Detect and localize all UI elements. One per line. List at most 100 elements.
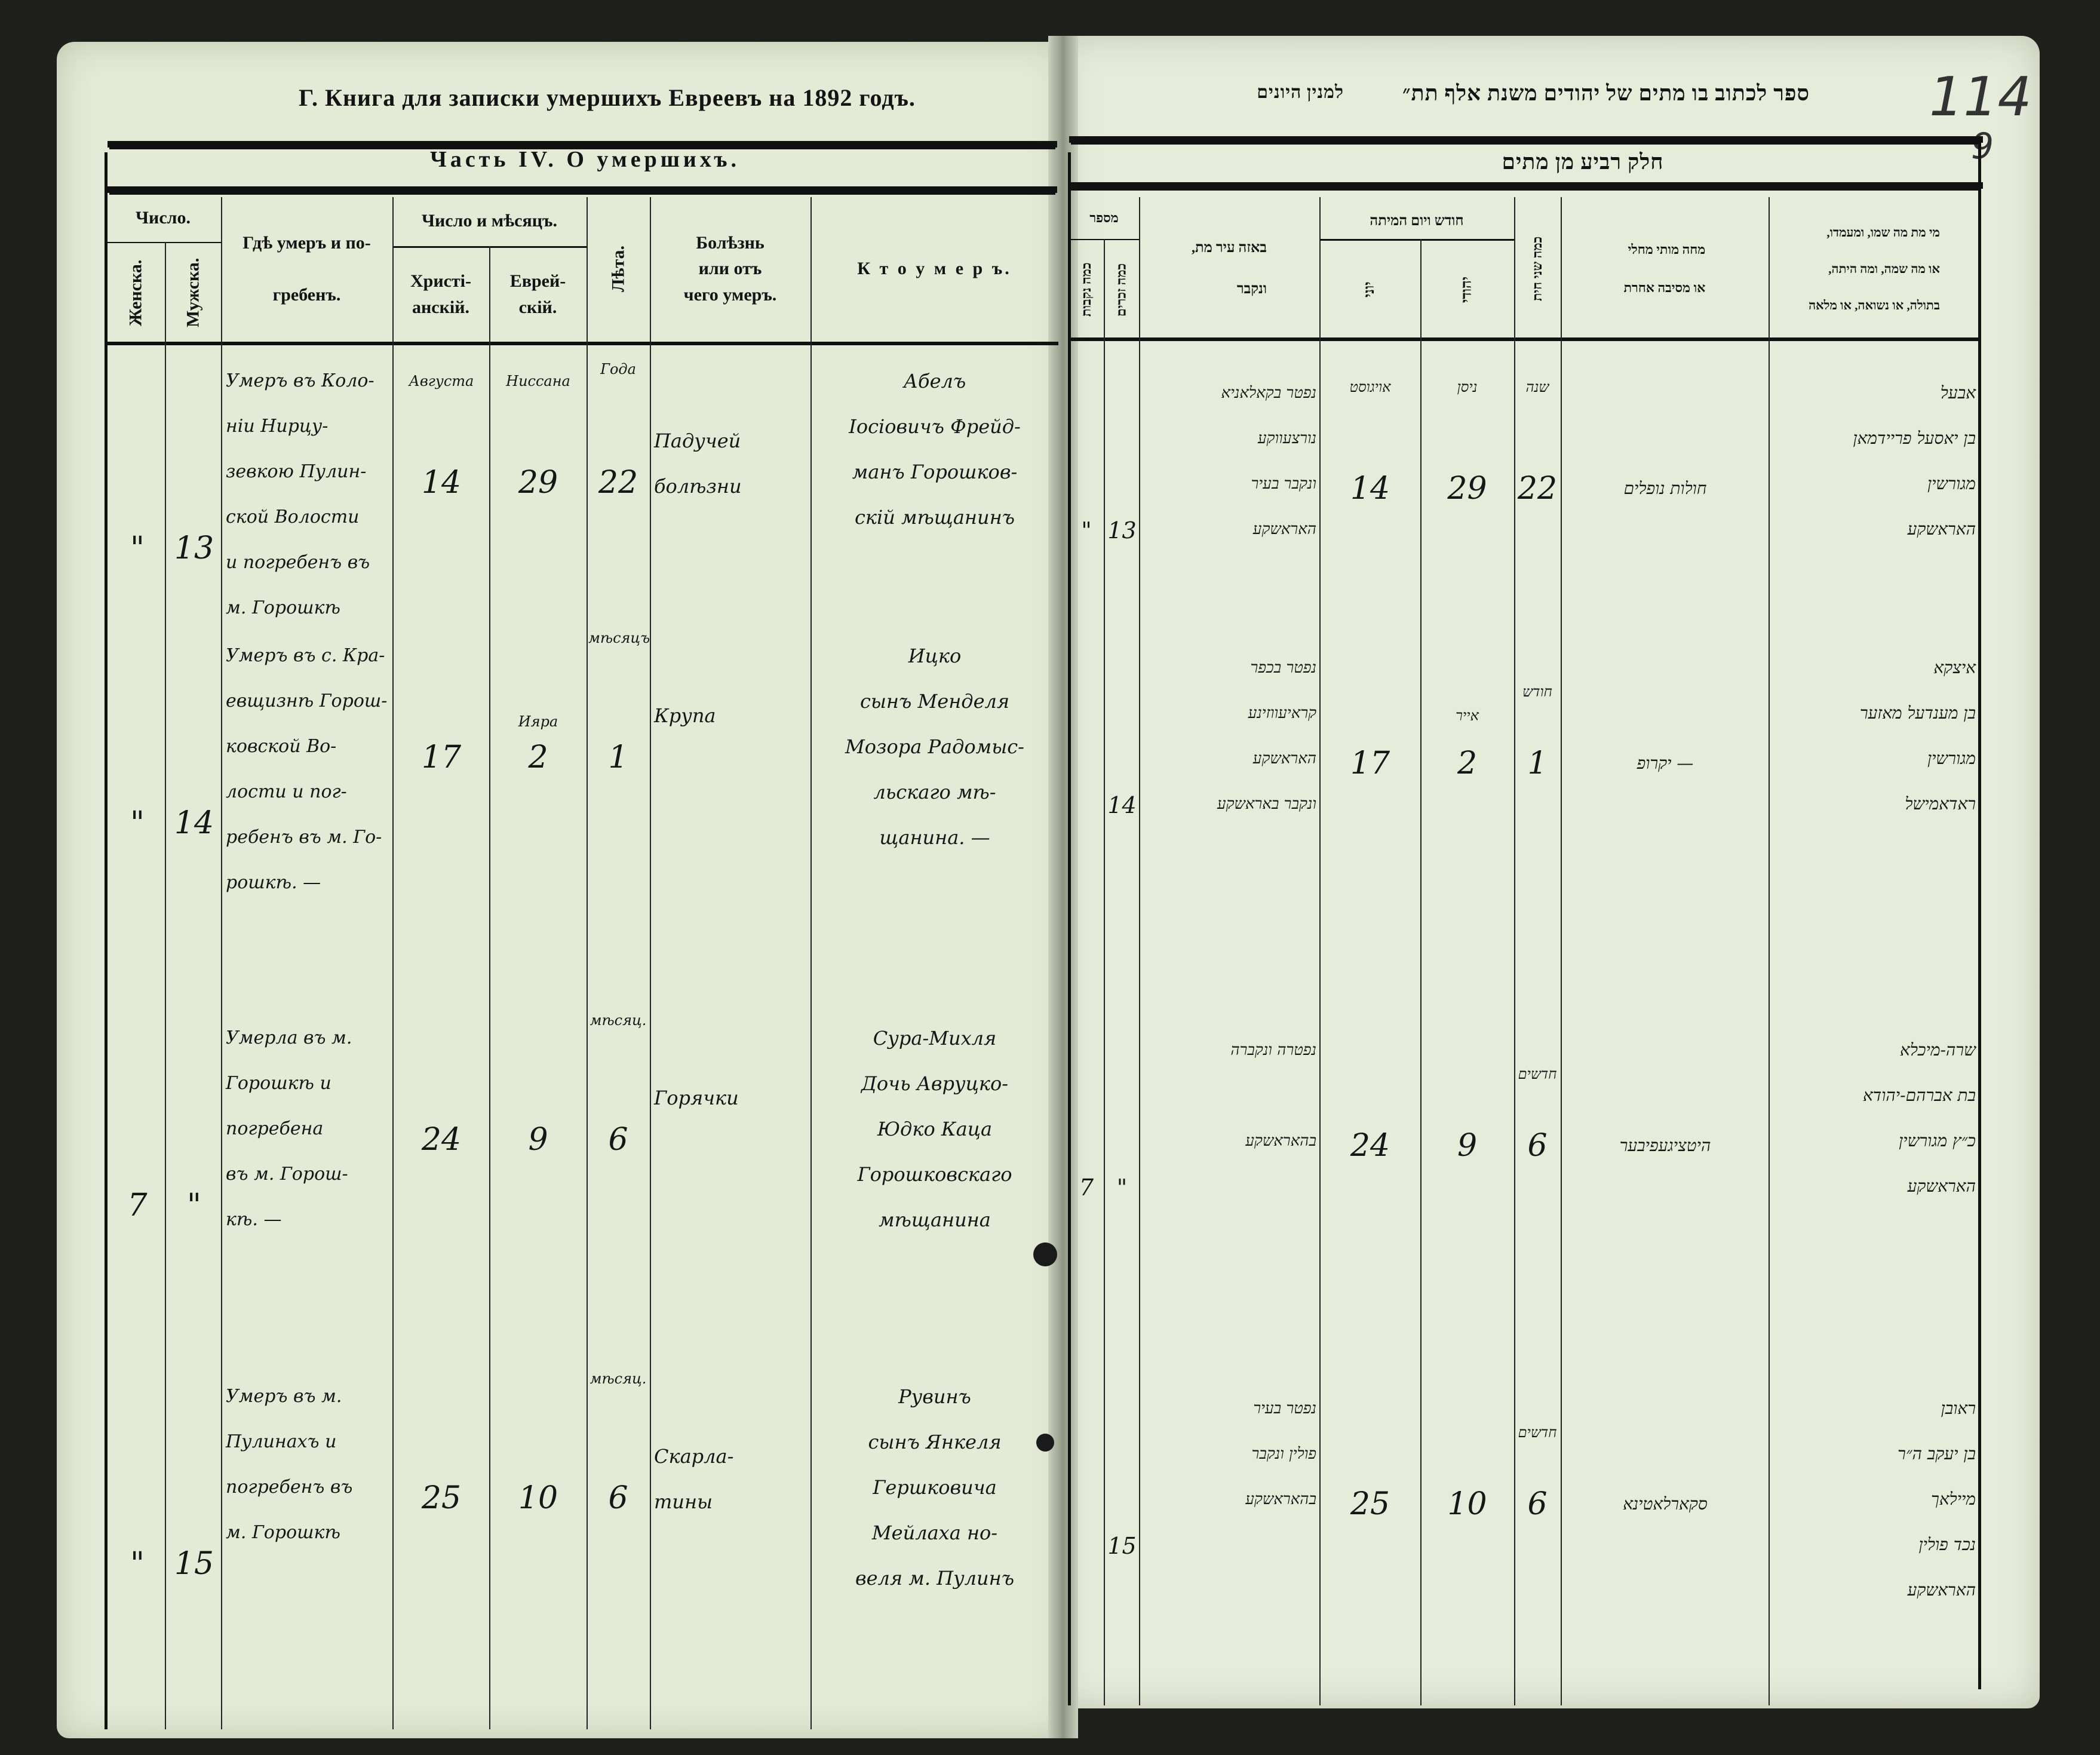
header-number: מספר — [1089, 210, 1119, 226]
entry-jewish-date: 10 — [518, 1480, 558, 1516]
entry-age: 6 — [608, 1122, 628, 1158]
entry-age-unit: חדשים — [1518, 1066, 1557, 1082]
book-gutter — [1048, 36, 1078, 1738]
entry-place: Умеръ въ м. Пулинахъ и погребенъ въ м. Г… — [226, 1386, 353, 1543]
entry-place: נפטר בכפר קראיעווזינע האראשקע ונקבר בארא… — [1217, 659, 1316, 813]
entry-who: Сура-Михля Дочь Авруцко- Юдко Каца Горош… — [857, 1027, 1012, 1231]
divider — [1069, 136, 1983, 143]
divider — [106, 342, 1058, 345]
entry-place: נפטר בעיר פולין ונקבר בהאראשקע — [1245, 1400, 1316, 1508]
divider — [106, 242, 221, 243]
column-line — [1319, 197, 1321, 1705]
entry-who: Абелъ Іосіовичъ Фрейд- манъ Горошков- ск… — [849, 370, 1021, 529]
entry-cause: — יקרופ — [1637, 753, 1694, 773]
month-label-christian: Августа — [409, 373, 474, 389]
entry-female-number: 7 — [127, 1188, 148, 1223]
column-line — [165, 242, 166, 1729]
entry-disease: Падучей болѣзни — [654, 429, 742, 498]
entry-cause: חולות נופלים — [1623, 478, 1707, 498]
column-line — [1561, 197, 1562, 1705]
entry-disease: Крупа — [654, 704, 716, 727]
column-line — [489, 246, 490, 1729]
entry-place: Умерла въ м. Горошкѣ и погребена въ м. Г… — [226, 1027, 352, 1230]
entry-greek-date: 14 — [1350, 471, 1390, 507]
entry-greek-date: 24 — [1350, 1128, 1390, 1164]
page-sub-number: 9 — [1971, 125, 1994, 167]
header-christian: Христі- анскій. — [410, 271, 471, 317]
entry-who: Ицко сынъ Менделя Мозора Радомыс- льскаг… — [845, 645, 1024, 849]
entry-age-unit: חודש — [1522, 683, 1552, 700]
header-who: К т о у м е р ъ. — [857, 259, 1012, 279]
header-place: Гдѣ умеръ и по- гребенъ. — [242, 232, 371, 305]
entry-christian-date: 24 — [421, 1122, 462, 1158]
right-page — [1060, 36, 2040, 1708]
month-label-jewish: ניסן — [1457, 379, 1478, 395]
entry-place: Умеръ въ Коло- ніи Нирцу- зевкою Пулин- … — [226, 370, 374, 618]
header-female: Женска. — [125, 259, 146, 326]
page-number: 114 — [1929, 66, 2032, 128]
entry-age-unit: мѣсяц. — [590, 1012, 647, 1029]
entry-age: 22 — [598, 465, 638, 501]
month-label-jewish: Ниссана — [506, 373, 570, 389]
entry-christian-date: 14 — [421, 465, 462, 501]
entry-age-unit: мѣсяц. — [590, 1370, 647, 1387]
entry-female-number: " — [130, 1546, 145, 1582]
header-female: כמה נקבות — [1079, 262, 1094, 317]
column-line — [587, 197, 588, 1729]
entry-female-number: 7 — [1079, 1174, 1094, 1201]
column-line — [221, 197, 222, 1729]
entry-female-number: " — [130, 530, 145, 566]
header-age: כמה שני חית — [1530, 236, 1545, 302]
entry-jewish-date: 2 — [528, 740, 548, 775]
entry-who: Рувинъ сынъ Янкеля Гершковича Мейлаха но… — [855, 1385, 1015, 1590]
entry-jewish-date: 29 — [1447, 471, 1487, 507]
binding-thread — [1036, 1434, 1054, 1452]
divider — [108, 141, 1057, 148]
entry-greek-date: 17 — [1350, 745, 1390, 781]
column-line — [1104, 239, 1105, 1705]
border — [1068, 152, 1071, 1705]
entry-male-number: " — [187, 1188, 201, 1223]
right-part-title: חלק רביע מן מתים — [1502, 150, 1664, 174]
entry-male-number: 14 — [1107, 792, 1137, 818]
header-who: מי מת מה שמו, ומעמדו, או מה שמה, ומה הית… — [1809, 225, 1940, 312]
month-label-age: שנה — [1525, 379, 1549, 395]
entry-age-unit: חדשים — [1518, 1424, 1557, 1441]
entry-age: 6 — [608, 1480, 628, 1516]
border — [105, 152, 108, 1729]
entry-age: 22 — [1517, 471, 1558, 507]
entry-male-number: 15 — [1107, 1533, 1137, 1559]
entry-disease: Горячки — [654, 1087, 739, 1109]
header-disease: Болѣзнь или отъ чего умеръ. — [683, 232, 777, 305]
binding-thread — [1033, 1242, 1057, 1266]
column-line — [392, 197, 394, 1729]
left-page — [57, 42, 1066, 1738]
entry-female-number: " — [1081, 517, 1092, 544]
entry-disease: Скарла- тины — [654, 1445, 734, 1513]
divider — [108, 186, 1057, 193]
entry-jewish-date: 29 — [518, 465, 558, 501]
column-line — [1420, 239, 1422, 1705]
part-title: Часть IV. О умершихъ. — [430, 147, 740, 172]
left-page-title: Г. Книга для записки умершихъ Евреевъ на… — [299, 84, 916, 111]
header-date: Число и мѣсяцъ. — [422, 211, 557, 231]
entry-male-number: " — [1116, 1174, 1128, 1201]
header-place: באזה עיר מת, ונקבר — [1192, 240, 1267, 297]
entry-male-number: 13 — [1107, 517, 1137, 544]
header-jewish: יהודי — [1459, 276, 1475, 303]
column-line — [650, 197, 651, 1729]
header-male: כמה זכרים — [1113, 263, 1129, 317]
header-age: Лѣта. — [608, 246, 628, 292]
entry-jewish-month: Ияра — [518, 713, 558, 730]
entry-jewish-date: 9 — [528, 1122, 548, 1158]
entry-age: 6 — [1527, 1486, 1548, 1522]
column-line — [1514, 197, 1515, 1705]
entry-female-number: " — [130, 805, 145, 841]
divider — [1319, 239, 1514, 241]
right-page-title-side: למנין היונים — [1257, 82, 1344, 102]
header-jewish: Еврей- скій. — [509, 271, 566, 317]
entry-place: נפטר בקאלאניא נורצעווקע ונקבר בעיר האראש… — [1221, 384, 1316, 538]
entry-jewish-date: 9 — [1457, 1128, 1478, 1164]
entry-greek-date: 25 — [1350, 1486, 1390, 1522]
entry-cause: היטציגעפיבער — [1619, 1136, 1711, 1155]
